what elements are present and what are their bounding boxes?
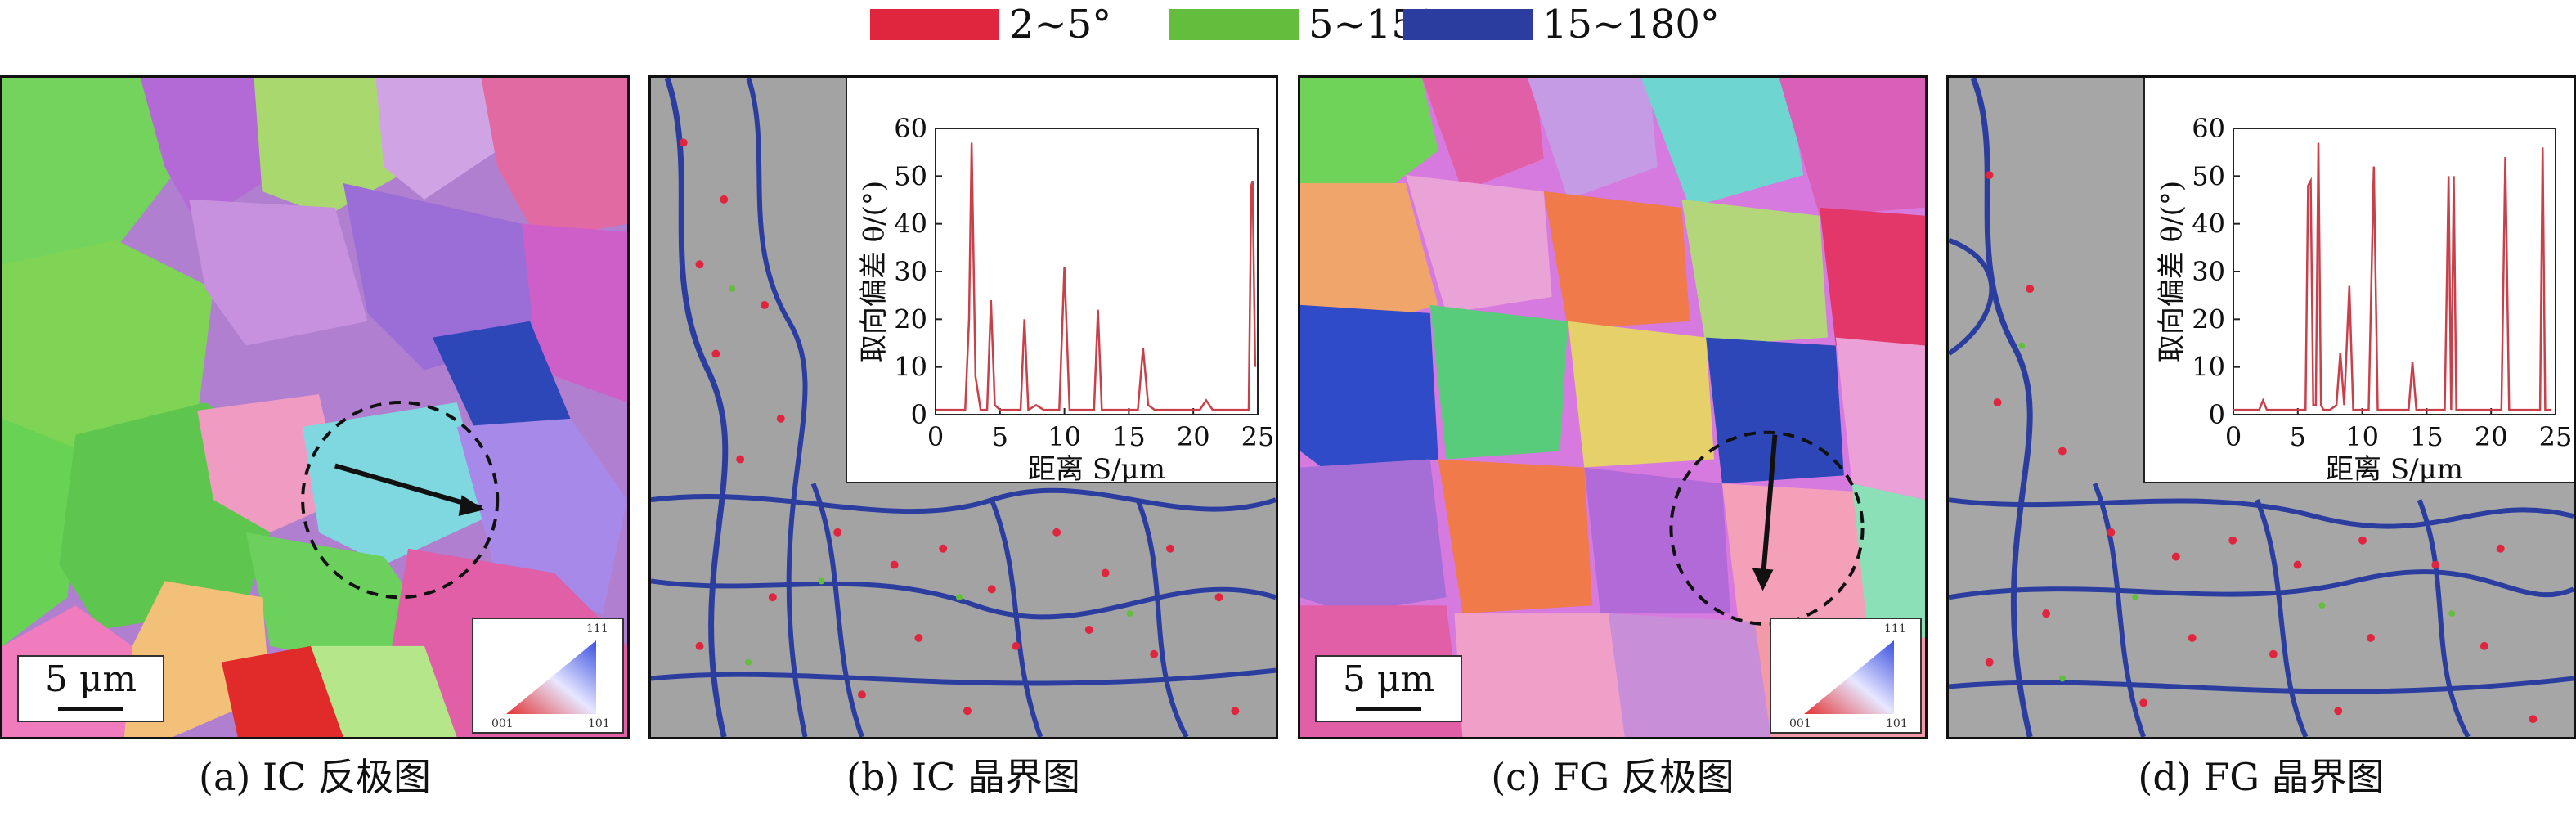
legend-swatch-green: [1169, 9, 1299, 40]
ipf-key-101-label: 101: [1886, 717, 1908, 730]
panel-a-ipf-map: 5 μm 111 001 101: [0, 75, 630, 739]
scale-bar-label: 5 μm: [44, 658, 137, 700]
x-axis-label: 距离 S/μm: [2326, 453, 2463, 483]
y-tick-label: 10: [2192, 352, 2225, 383]
legend-label: 2~5°: [1009, 2, 1112, 47]
y-tick-label: 60: [894, 113, 927, 144]
panel-d-boundary-map: 0 5 10 15 20 25 0 10 20 30 40 50 60 距离 S/μm 取向偏差 θ/(°): [1946, 75, 2576, 739]
x-tick-label: 5: [2290, 421, 2306, 452]
scale-bar-line: [58, 707, 123, 711]
legend-swatch-red: [870, 9, 999, 40]
plot-frame: [935, 128, 1259, 415]
ipf-key-101-label: 101: [588, 717, 610, 730]
x-tick-label: 0: [927, 421, 944, 452]
caption-d: (d) FG 晶界图: [2138, 755, 2385, 799]
y-tick-label: 50: [894, 160, 927, 191]
scale-bar-line: [1356, 707, 1421, 711]
x-tick-label: 25: [2539, 421, 2573, 452]
ipf-key-001-label: 001: [491, 717, 514, 730]
x-tick-label: 10: [1048, 421, 1081, 452]
y-tick-label: 0: [2209, 399, 2225, 430]
x-tick-label: 20: [2475, 421, 2508, 452]
legend: 2~5° 5~15° 15~180°: [0, 0, 2576, 49]
scale-bar: 5 μm: [17, 655, 164, 722]
x-axis-label: 距离 S/μm: [1028, 453, 1165, 483]
y-axis-label: 取向偏差 θ/(°): [858, 181, 891, 362]
y-tick-label: 20: [2192, 303, 2225, 335]
legend-item-high-angle: 15~180°: [1403, 2, 1720, 47]
panel-b-boundary-map: 0 5 10 15 20 25 0 10 20 30 40 50 60 距离 S/μm 取向偏差 θ/(°): [648, 75, 1278, 739]
ipf-key-111-label: 111: [1884, 622, 1906, 636]
ipf-key-001-label: 001: [1789, 717, 1811, 730]
ipf-grain-map: [1300, 78, 1925, 737]
misorientation-inset: 0 5 10 15 20 25 0 10 20 30 40 50 60 距离 S/μm 取向偏差 θ/(°): [846, 78, 1276, 483]
caption-a: (a) IC 反极图: [199, 755, 431, 799]
panel-c-ipf-map: 5 μm 111 001 101: [1298, 75, 1928, 739]
caption-b: (b) IC 晶界图: [846, 755, 1080, 799]
y-tick-label: 50: [2192, 160, 2225, 191]
scale-bar: 5 μm: [1315, 655, 1462, 722]
y-tick-label: 0: [911, 399, 927, 430]
caption-c: (c) FG 反极图: [1491, 755, 1735, 799]
x-tick-label: 25: [1241, 421, 1275, 452]
misorientation-chart: 0 5 10 15 20 25 0 10 20 30 40 50 60 距离 S/μm 取向偏差 θ/(°): [2156, 113, 2573, 483]
y-tick-label: 20: [894, 303, 927, 335]
ipf-grain-map: [2, 78, 627, 737]
legend-item-low-angle: 2~5°: [870, 2, 1112, 47]
y-tick-label: 40: [894, 209, 927, 240]
y-tick-label: 30: [894, 256, 927, 287]
x-tick-label: 20: [1177, 421, 1210, 452]
misorientation-chart: 0 5 10 15 20 25 0 10 20 30 40 50 60 距离 S/μm 取向偏差 θ/(°): [858, 113, 1275, 483]
x-tick-label: 10: [2345, 421, 2379, 452]
misorientation-series-line: [936, 142, 1257, 412]
legend-swatch-blue: [1403, 9, 1533, 40]
y-axis-label: 取向偏差 θ/(°): [2156, 181, 2188, 362]
legend-label: 15~180°: [1542, 2, 1720, 47]
y-tick-label: 60: [2192, 113, 2225, 144]
misorientation-inset: 0 5 10 15 20 25 0 10 20 30 40 50 60 距离 S/μm 取向偏差 θ/(°): [2143, 78, 2574, 483]
misorientation-series-line: [2233, 142, 2552, 411]
scale-bar-label: 5 μm: [1342, 658, 1435, 700]
x-tick-label: 0: [2225, 421, 2242, 452]
x-tick-label: 15: [1112, 421, 1146, 452]
y-tick-label: 30: [2192, 256, 2225, 287]
x-tick-label: 5: [992, 421, 1008, 452]
ipf-color-key: 111 001 101: [472, 618, 624, 734]
legend-item-mid-angle: 5~15°: [1169, 2, 1436, 47]
ipf-color-key: 111 001 101: [1770, 618, 1922, 734]
ipf-key-111-label: 111: [586, 622, 608, 636]
x-tick-label: 15: [2410, 421, 2444, 452]
y-tick-label: 10: [894, 352, 927, 383]
y-tick-label: 40: [2192, 209, 2225, 240]
